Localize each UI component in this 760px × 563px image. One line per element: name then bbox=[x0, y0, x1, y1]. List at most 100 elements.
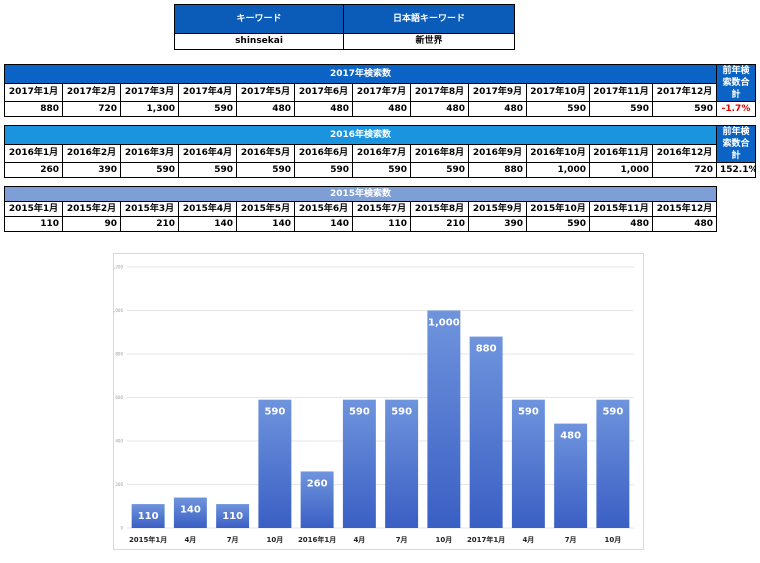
month-header: 2017年9月 bbox=[468, 82, 527, 102]
month-header: 2016年6月 bbox=[294, 143, 353, 163]
x-tick-label: 10月 bbox=[436, 536, 453, 544]
data-label: 590 bbox=[518, 407, 539, 418]
x-tick-label: 2015年1月 bbox=[129, 535, 167, 544]
month-header: 2016年10月 bbox=[526, 143, 590, 163]
month-value: 480 bbox=[652, 216, 717, 232]
bar bbox=[554, 423, 588, 528]
bar bbox=[385, 399, 419, 528]
yoy-value: 152.1% bbox=[716, 162, 756, 178]
month-value: 590 bbox=[410, 162, 469, 178]
month-value: 590 bbox=[236, 162, 295, 178]
x-tick-label: 7月 bbox=[565, 536, 577, 544]
month-value: 480 bbox=[236, 101, 295, 117]
keyword-table: キーワード 日本語キーワード shinsekai 新世界 bbox=[174, 4, 515, 50]
y-tick-label: 800 bbox=[115, 352, 123, 357]
x-tick-label: 2017年1月 bbox=[467, 535, 505, 544]
yoy-label: 前年検索数合計 bbox=[716, 64, 756, 102]
month-header: 2016年1月 bbox=[4, 143, 63, 163]
jp-keyword-header: 日本語キーワード bbox=[343, 4, 515, 34]
y-tick-label: 1,200 bbox=[113, 265, 123, 270]
month-header: 2017年7月 bbox=[352, 82, 411, 102]
month-value: 90 bbox=[62, 216, 121, 232]
month-header: 2015年11月 bbox=[589, 201, 653, 217]
jp-keyword-value: 新世界 bbox=[343, 33, 515, 50]
month-value: 390 bbox=[62, 162, 121, 178]
month-value: 110 bbox=[352, 216, 411, 232]
month-header: 2017年6月 bbox=[294, 82, 353, 102]
month-header: 2016年2月 bbox=[62, 143, 121, 163]
month-header: 2015年12月 bbox=[652, 201, 717, 217]
search-table-2017: 2017年検索数 前年検索数合計 2017年1月 2017年2月 2017年3月 20… bbox=[4, 64, 756, 117]
month-value: 590 bbox=[178, 162, 237, 178]
x-tick-label: 2016年1月 bbox=[298, 535, 336, 544]
month-value: 110 bbox=[4, 216, 63, 232]
table-title: 2016年検索数 bbox=[4, 125, 717, 145]
month-header-row: 2015年1月 2015年2月 2015年3月 2015年4月 2015年5月 2015年… bbox=[4, 201, 717, 217]
month-value: 590 bbox=[178, 101, 237, 117]
bar bbox=[173, 497, 207, 528]
data-label: 880 bbox=[476, 344, 497, 355]
value-row: 260 390 590 590 590 590 590 590 880 1,000 1,000 720… bbox=[4, 162, 756, 178]
search-volume-bar-chart: 0 200 400 600 800 1,000 1,200 110 140 110 590 260 5… bbox=[113, 253, 644, 550]
month-value: 140 bbox=[178, 216, 237, 232]
month-value: 590 bbox=[526, 101, 590, 117]
data-label: 1,000 bbox=[428, 318, 460, 329]
bar bbox=[131, 504, 165, 528]
month-header: 2016年7月 bbox=[352, 143, 411, 163]
month-value: 480 bbox=[589, 216, 653, 232]
x-tick-label: 7月 bbox=[396, 536, 408, 544]
bar bbox=[216, 504, 250, 528]
month-value: 480 bbox=[468, 101, 527, 117]
month-header: 2016年12月 bbox=[652, 143, 717, 163]
month-value: 590 bbox=[589, 101, 653, 117]
month-header: 2015年9月 bbox=[468, 201, 527, 217]
x-tick-label: 10月 bbox=[267, 536, 284, 544]
value-row: 880 720 1,300 590 480 480 480 480 480 590 590 590 -1… bbox=[4, 101, 756, 117]
data-label: 110 bbox=[138, 511, 159, 522]
month-header: 2017年11月 bbox=[589, 82, 653, 102]
month-value: 1,000 bbox=[526, 162, 590, 178]
month-value: 260 bbox=[4, 162, 63, 178]
month-value: 140 bbox=[294, 216, 353, 232]
month-header: 2017年10月 bbox=[526, 82, 590, 102]
y-tick-label: 0 bbox=[120, 526, 123, 531]
month-header: 2015年3月 bbox=[120, 201, 179, 217]
y-tick-label: 400 bbox=[115, 439, 123, 444]
month-value: 1,300 bbox=[120, 101, 179, 117]
month-header-row: 2016年1月 2016年2月 2016年3月 2016年4月 2016年5月 2016年… bbox=[4, 143, 756, 163]
search-table-2016: 2016年検索数 前年検索数合計 2016年1月 2016年2月 2016年3月 20… bbox=[4, 125, 756, 178]
data-label: 590 bbox=[264, 407, 285, 418]
month-value: 590 bbox=[526, 216, 590, 232]
table-title: 2017年検索数 bbox=[4, 64, 717, 84]
month-header: 2016年11月 bbox=[589, 143, 653, 163]
bar bbox=[596, 399, 630, 528]
x-tick-label: 10月 bbox=[605, 536, 622, 544]
keyword-value: shinsekai bbox=[174, 33, 344, 50]
month-header: 2017年5月 bbox=[236, 82, 295, 102]
yoy-value: -1.7% bbox=[716, 101, 756, 117]
x-tick-label: 4月 bbox=[522, 536, 534, 544]
month-header: 2016年8月 bbox=[410, 143, 469, 163]
month-header: 2017年3月 bbox=[120, 82, 179, 102]
bar bbox=[258, 399, 292, 528]
yoy-label: 前年検索数合計 bbox=[716, 125, 756, 163]
data-label: 590 bbox=[602, 407, 623, 418]
month-header: 2015年8月 bbox=[410, 201, 469, 217]
y-tick-label: 200 bbox=[115, 482, 123, 487]
month-header: 2015年7月 bbox=[352, 201, 411, 217]
y-tick-label: 1,000 bbox=[113, 308, 123, 313]
month-header: 2016年5月 bbox=[236, 143, 295, 163]
month-header: 2016年4月 bbox=[178, 143, 237, 163]
month-value: 480 bbox=[352, 101, 411, 117]
month-value: 720 bbox=[62, 101, 121, 117]
month-header: 2017年8月 bbox=[410, 82, 469, 102]
data-label: 140 bbox=[180, 505, 201, 516]
month-header: 2015年5月 bbox=[236, 201, 295, 217]
month-header: 2017年1月 bbox=[4, 82, 63, 102]
month-header: 2017年2月 bbox=[62, 82, 121, 102]
month-value: 480 bbox=[410, 101, 469, 117]
month-value: 480 bbox=[294, 101, 353, 117]
month-header: 2015年6月 bbox=[294, 201, 353, 217]
month-header: 2015年4月 bbox=[178, 201, 237, 217]
data-label: 480 bbox=[560, 431, 581, 442]
